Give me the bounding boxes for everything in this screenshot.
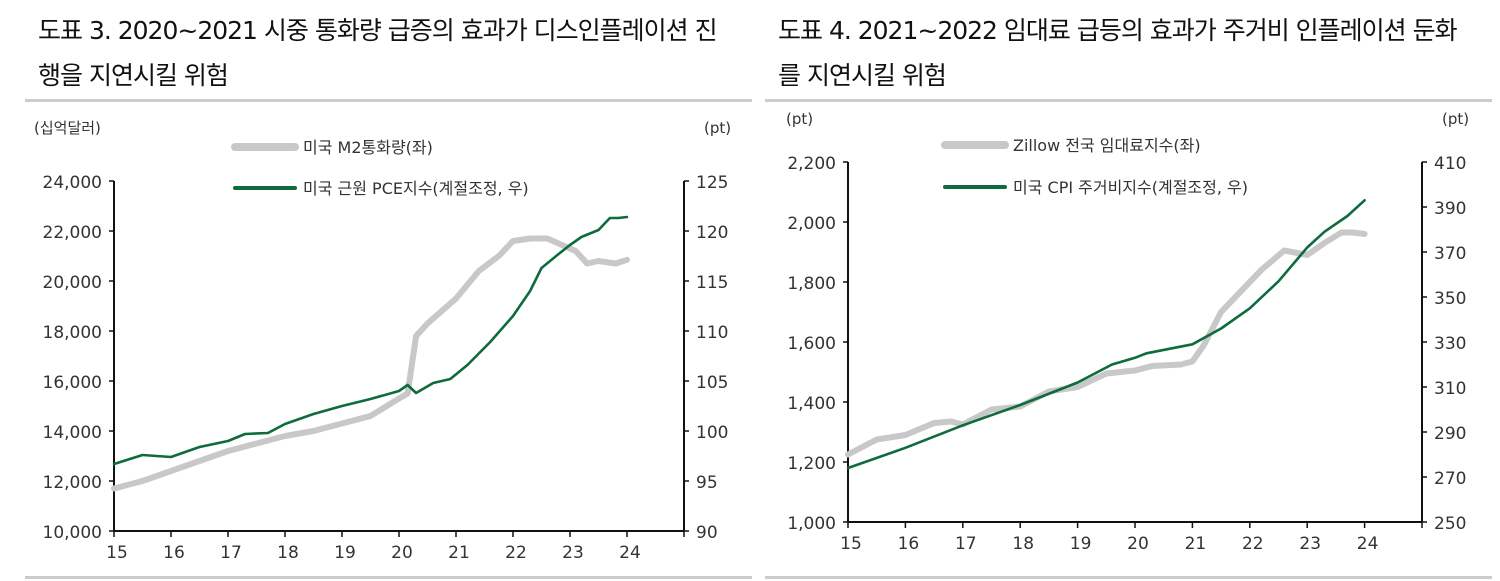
y-right-tick-label: 310 bbox=[1434, 379, 1466, 399]
legend-label: Zillow 전국 임대료지수(좌) bbox=[1013, 136, 1201, 155]
x-tick-label: 23 bbox=[562, 543, 584, 563]
x-tick-label: 16 bbox=[898, 534, 920, 554]
x-tick-label: 22 bbox=[505, 543, 527, 563]
y-right-tick-label: 115 bbox=[696, 273, 728, 293]
series-line-green bbox=[846, 199, 1366, 470]
divider bbox=[25, 99, 752, 102]
x-tick-label: 18 bbox=[1012, 534, 1034, 554]
y-left-tick-label: 1,200 bbox=[787, 454, 836, 474]
y-left-tick-label: 14,000 bbox=[43, 423, 102, 443]
y-left-tick-label: 2,200 bbox=[787, 154, 836, 174]
x-tick-label: 17 bbox=[955, 534, 977, 554]
x-tick-label: 20 bbox=[391, 543, 413, 563]
y-right-tick-label: 110 bbox=[696, 323, 728, 343]
y-right-tick-label: 330 bbox=[1434, 334, 1466, 354]
y-left-tick-label: 1,400 bbox=[787, 394, 836, 414]
y-right-tick-label: 250 bbox=[1434, 514, 1466, 534]
y-left-tick-label: 2,000 bbox=[787, 214, 836, 234]
y-right-tick-label: 120 bbox=[696, 223, 728, 243]
y-left-tick-label: 12,000 bbox=[43, 473, 102, 493]
y-right-tick-label: 390 bbox=[1434, 199, 1466, 219]
chart-title-2: 도표 4. 2021~2022 임대료 급등의 효과가 주거비 인플레이션 둔화… bbox=[778, 16, 1458, 90]
x-tick-label: 22 bbox=[1242, 534, 1264, 554]
y-right-tick-label: 100 bbox=[696, 423, 728, 443]
legend-label: 미국 CPI 주거비지수(계절조정, 우) bbox=[1013, 178, 1248, 197]
y-left-tick-label: 24,000 bbox=[43, 173, 102, 193]
y-right-tick-label: 125 bbox=[696, 173, 728, 193]
x-tick-label: 18 bbox=[277, 543, 299, 563]
y-left-tick-label: 10,000 bbox=[43, 523, 102, 543]
x-tick-label: 21 bbox=[448, 543, 470, 563]
y-left-tick-label: 22,000 bbox=[43, 223, 102, 243]
series-line-gray bbox=[845, 229, 1368, 458]
chart-title-1: 도표 3. 2020~2021 시중 통화량 급증의 효과가 디스인플레이션 진… bbox=[38, 16, 718, 90]
x-tick-label: 15 bbox=[106, 543, 128, 563]
divider bbox=[25, 576, 752, 579]
x-tick-label: 15 bbox=[840, 534, 862, 554]
y-right-tick-label: 105 bbox=[696, 373, 728, 393]
y-left-unit-label: (십억달러) bbox=[34, 119, 101, 137]
y-right-tick-label: 410 bbox=[1434, 154, 1466, 174]
x-tick-label: 21 bbox=[1185, 534, 1207, 554]
series-line-gray bbox=[111, 235, 630, 492]
y-right-tick-label: 95 bbox=[696, 473, 718, 493]
series-line-green bbox=[112, 215, 629, 466]
legend-label: 미국 M2통화량(좌) bbox=[303, 138, 433, 157]
x-tick-label: 19 bbox=[1070, 534, 1092, 554]
y-left-tick-label: 1,000 bbox=[787, 514, 836, 534]
y-right-tick-label: 290 bbox=[1434, 424, 1466, 444]
legend-label: 미국 근원 PCE지수(계절조정, 우) bbox=[303, 179, 529, 198]
y-left-tick-label: 1,800 bbox=[787, 274, 836, 294]
x-tick-label: 24 bbox=[619, 543, 641, 563]
y-right-tick-label: 90 bbox=[696, 523, 718, 543]
divider bbox=[765, 576, 1492, 579]
x-tick-label: 24 bbox=[1357, 534, 1379, 554]
x-tick-label: 19 bbox=[334, 543, 356, 563]
x-tick-label: 20 bbox=[1127, 534, 1149, 554]
y-left-tick-label: 20,000 bbox=[43, 273, 102, 293]
y-left-tick-label: 16,000 bbox=[43, 373, 102, 393]
y-right-unit-label: (pt) bbox=[704, 119, 731, 137]
x-tick-label: 17 bbox=[220, 543, 242, 563]
y-right-unit-label: (pt) bbox=[1442, 110, 1469, 128]
x-tick-label: 16 bbox=[163, 543, 185, 563]
y-right-tick-label: 350 bbox=[1434, 289, 1466, 309]
y-right-tick-label: 370 bbox=[1434, 244, 1466, 264]
y-left-tick-label: 1,600 bbox=[787, 334, 836, 354]
y-left-tick-label: 18,000 bbox=[43, 323, 102, 343]
x-tick-label: 23 bbox=[1299, 534, 1321, 554]
y-left-unit-label: (pt) bbox=[786, 110, 813, 128]
y-right-tick-label: 270 bbox=[1434, 469, 1466, 489]
divider bbox=[765, 99, 1492, 102]
